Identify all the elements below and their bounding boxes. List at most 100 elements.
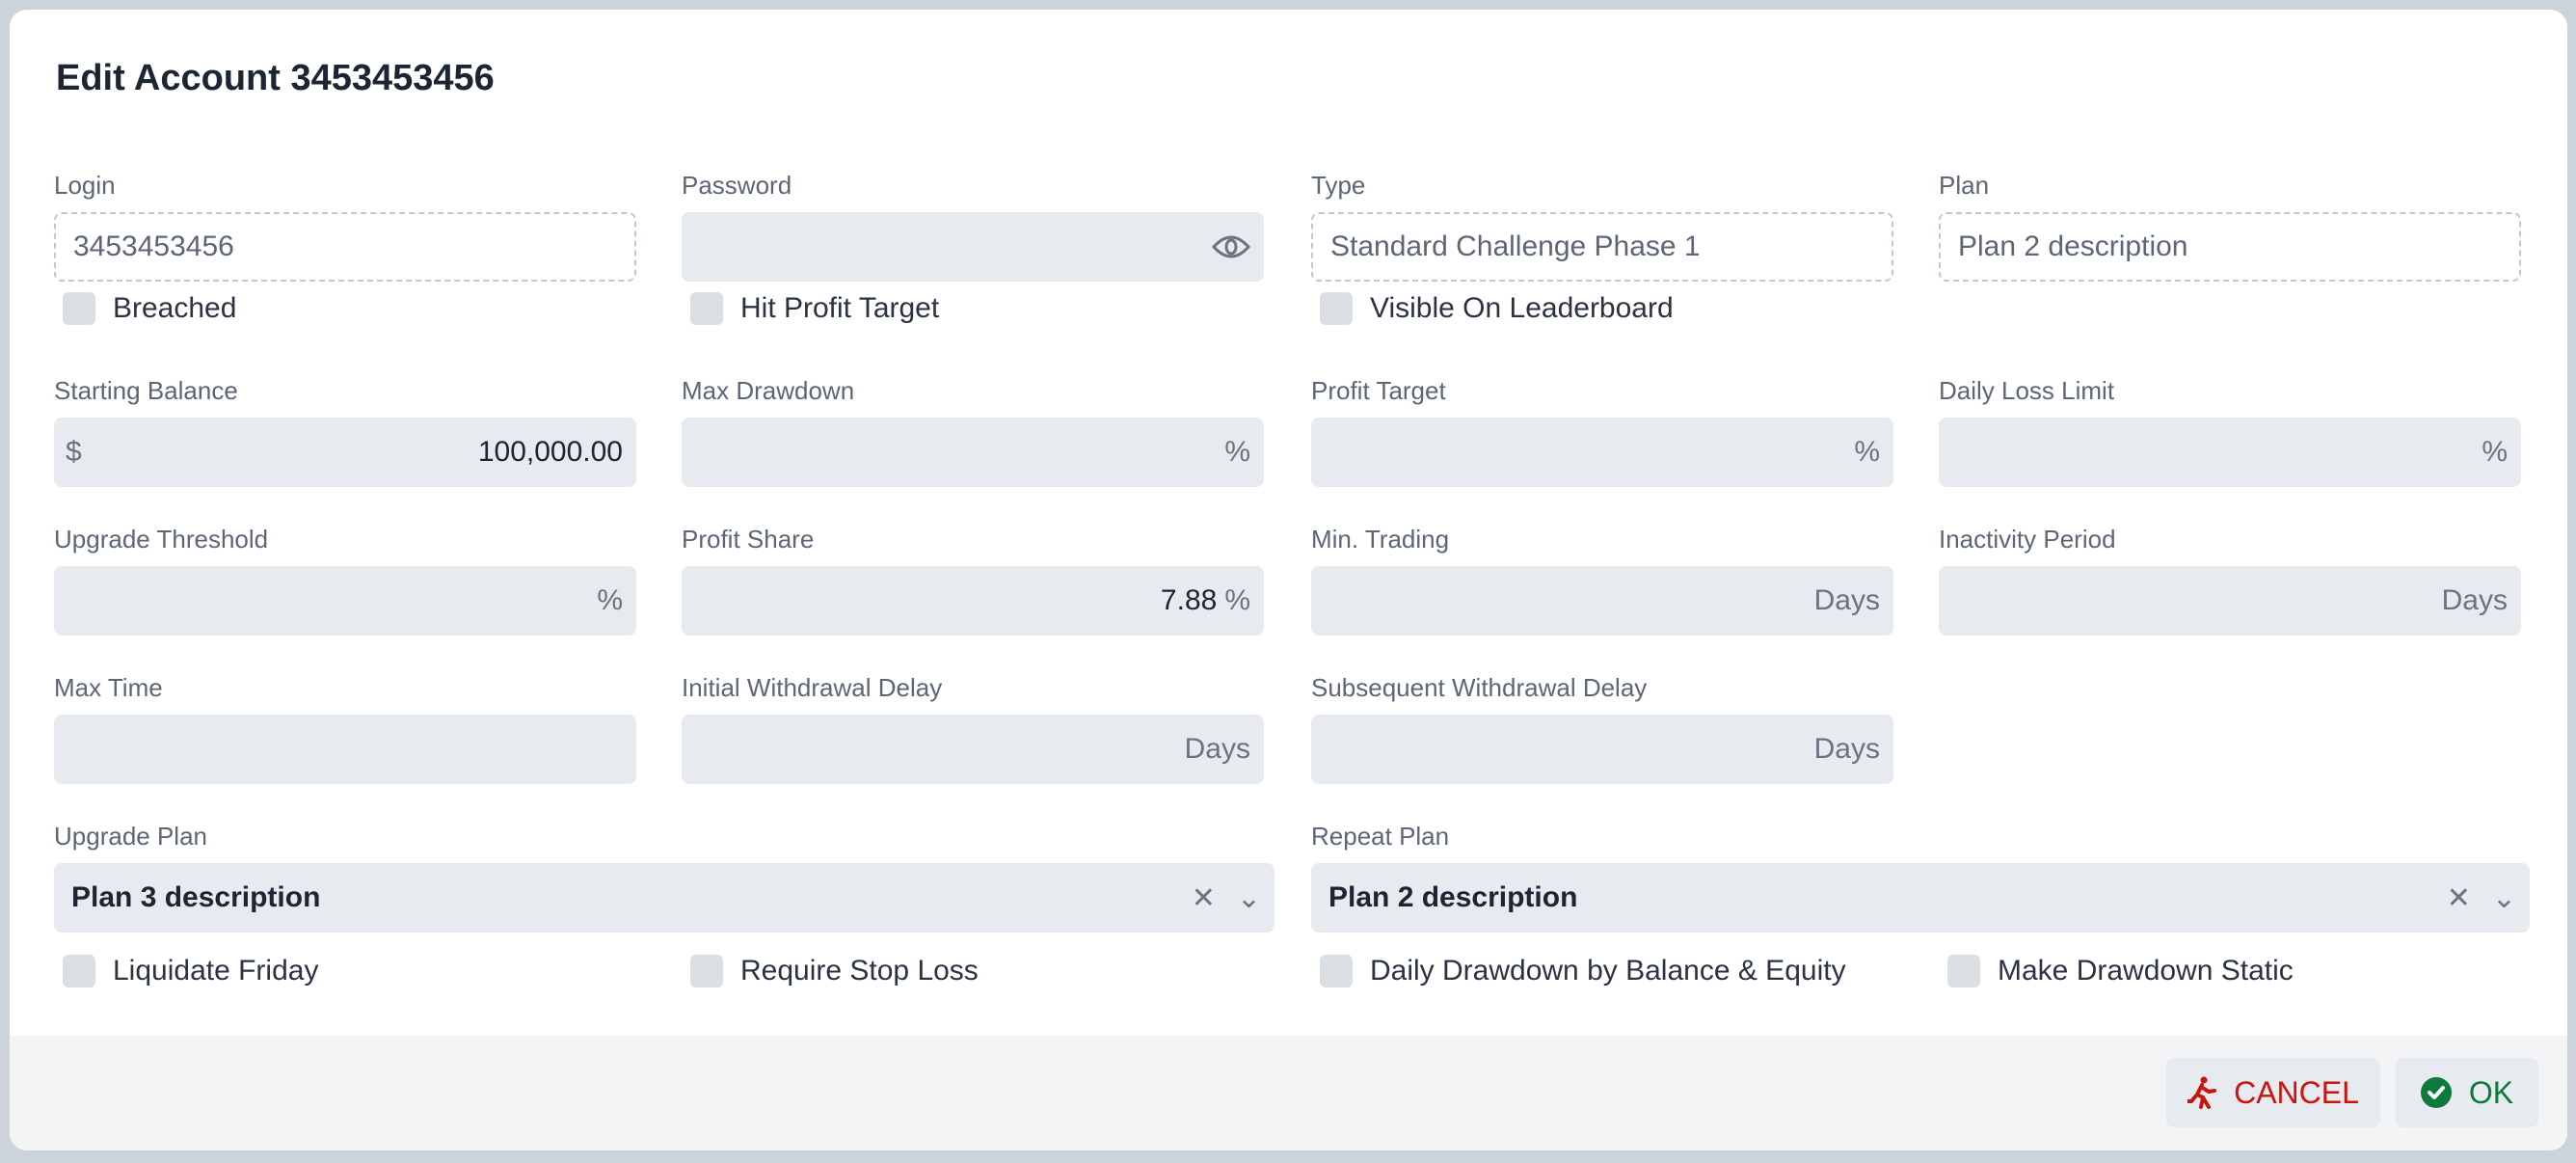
checkbox-label: Liquidate Friday	[113, 955, 319, 987]
login-value: 3453453456	[73, 230, 234, 262]
checkbox-label: Visible On Leaderboard	[1370, 292, 1674, 324]
checkbox-box[interactable]	[690, 292, 723, 325]
checkbox-label: Hit Profit Target	[740, 292, 940, 324]
checkbox-label: Require Stop Loss	[740, 955, 979, 987]
clear-icon[interactable]: ✕	[2446, 881, 2471, 914]
subsequent-withdrawal-delay-input[interactable]: Days	[1311, 715, 1893, 784]
plan-label: Plan	[1939, 171, 1990, 200]
daily-loss-limit-label: Daily Loss Limit	[1939, 376, 2115, 405]
checkbox-label: Breached	[113, 292, 237, 324]
max-time-input[interactable]	[54, 715, 636, 784]
unit-label: %	[1224, 584, 1250, 616]
chevron-down-icon[interactable]: ⌄	[1236, 881, 1261, 914]
password-input[interactable]	[682, 212, 1264, 282]
running-person-icon	[2187, 1076, 2217, 1109]
breached-checkbox[interactable]: Breached	[63, 292, 236, 325]
unit-label: %	[1224, 436, 1250, 468]
upgrade-threshold-input[interactable]: %	[54, 566, 636, 636]
upgrade-threshold-field: Upgrade Threshold %	[54, 520, 636, 636]
unit-label: %	[2482, 436, 2508, 468]
profit-share-input[interactable]: 7.88%	[682, 566, 1264, 636]
repeat-plan-value: Plan 2 description	[1328, 881, 1578, 913]
profit-share-value: 7.88	[1160, 584, 1218, 616]
upgrade-threshold-label: Upgrade Threshold	[54, 525, 269, 554]
plan-value: Plan 2 description	[1958, 230, 2188, 262]
unit-label: Days	[2441, 584, 2508, 616]
cancel-label: CANCEL	[2234, 1074, 2359, 1110]
profit-target-field: Profit Target %	[1311, 371, 1893, 487]
profit-target-input[interactable]: %	[1311, 418, 1893, 487]
min-trading-field: Min. Trading Days	[1311, 520, 1893, 636]
password-field: Password	[682, 166, 1264, 282]
upgrade-plan-value: Plan 3 description	[71, 881, 321, 913]
unit-label: Days	[1813, 584, 1880, 616]
starting-balance-value: 100,000.00	[477, 436, 623, 468]
repeat-plan-select[interactable]: Plan 2 description ✕ ⌄	[1311, 863, 2530, 933]
dialog-title: Edit Account 3453453456	[56, 58, 495, 98]
type-value: Standard Challenge Phase 1	[1330, 230, 1701, 262]
checkbox-label: Daily Drawdown by Balance & Equity	[1370, 955, 1846, 987]
login-label: Login	[54, 171, 116, 200]
initial-withdrawal-delay-input[interactable]: Days	[682, 715, 1264, 784]
require-stop-loss-checkbox[interactable]: Require Stop Loss	[690, 955, 979, 987]
subsequent-withdrawal-delay-label: Subsequent Withdrawal Delay	[1311, 673, 1648, 702]
min-trading-label: Min. Trading	[1311, 525, 1450, 554]
initial-withdrawal-delay-label: Initial Withdrawal Delay	[682, 673, 943, 702]
inactivity-period-field: Inactivity Period Days	[1939, 520, 2521, 636]
profit-target-label: Profit Target	[1311, 376, 1446, 405]
daily-drawdown-checkbox[interactable]: Daily Drawdown by Balance & Equity	[1320, 955, 1846, 987]
check-circle-icon	[2420, 1077, 2452, 1108]
type-label: Type	[1311, 171, 1366, 200]
dialog-footer: CANCEL OK	[10, 1036, 2567, 1150]
starting-balance-label: Starting Balance	[54, 376, 238, 405]
type-field: Type Standard Challenge Phase 1	[1311, 166, 1893, 282]
clear-icon[interactable]: ✕	[1191, 881, 1216, 914]
profit-share-label: Profit Share	[682, 525, 815, 554]
repeat-plan-field: Repeat Plan Plan 2 description ✕ ⌄	[1311, 817, 2530, 933]
max-drawdown-input[interactable]: %	[682, 418, 1264, 487]
liquidate-friday-checkbox[interactable]: Liquidate Friday	[63, 955, 318, 987]
max-drawdown-label: Max Drawdown	[682, 376, 855, 405]
min-trading-input[interactable]: Days	[1311, 566, 1893, 636]
chevron-down-icon[interactable]: ⌄	[2491, 881, 2516, 914]
max-drawdown-field: Max Drawdown %	[682, 371, 1264, 487]
checkbox-label: Make Drawdown Static	[1998, 955, 2294, 987]
checkbox-box[interactable]	[1947, 955, 1980, 987]
profit-share-field: Profit Share 7.88%	[682, 520, 1264, 636]
type-input[interactable]: Standard Challenge Phase 1	[1311, 212, 1893, 282]
unit-label: Days	[1813, 733, 1880, 765]
max-time-field: Max Time	[54, 668, 636, 784]
login-input[interactable]: 3453453456	[54, 212, 636, 282]
upgrade-plan-field: Upgrade Plan Plan 3 description ✕ ⌄	[54, 817, 1275, 933]
unit-label: %	[597, 584, 623, 616]
edit-account-dialog: Edit Account 3453453456 Login 3453453456…	[10, 10, 2567, 1150]
hit-profit-target-checkbox[interactable]: Hit Profit Target	[690, 292, 939, 325]
ok-button[interactable]: OK	[2396, 1058, 2538, 1127]
daily-loss-limit-field: Daily Loss Limit %	[1939, 371, 2521, 487]
subsequent-withdrawal-delay-field: Subsequent Withdrawal Delay Days	[1311, 668, 1893, 784]
unit-label: Days	[1184, 733, 1250, 765]
make-drawdown-static-checkbox[interactable]: Make Drawdown Static	[1947, 955, 2294, 987]
daily-loss-limit-input[interactable]: %	[1939, 418, 2521, 487]
starting-balance-input[interactable]: $100,000.00	[54, 418, 636, 487]
plan-field: Plan Plan 2 description	[1939, 166, 2521, 282]
checkbox-box[interactable]	[690, 955, 723, 987]
repeat-plan-label: Repeat Plan	[1311, 822, 1450, 851]
inactivity-period-label: Inactivity Period	[1939, 525, 2116, 554]
checkbox-box[interactable]	[1320, 955, 1353, 987]
upgrade-plan-label: Upgrade Plan	[54, 822, 207, 851]
inactivity-period-input[interactable]: Days	[1939, 566, 2521, 636]
unit-label: %	[1854, 436, 1880, 468]
visible-on-leaderboard-checkbox[interactable]: Visible On Leaderboard	[1320, 292, 1674, 325]
checkbox-box[interactable]	[63, 292, 95, 325]
password-label: Password	[682, 171, 792, 200]
plan-input[interactable]: Plan 2 description	[1939, 212, 2521, 282]
login-field: Login 3453453456	[54, 166, 636, 282]
cancel-button[interactable]: CANCEL	[2166, 1058, 2380, 1127]
initial-withdrawal-delay-field: Initial Withdrawal Delay Days	[682, 668, 1264, 784]
upgrade-plan-select[interactable]: Plan 3 description ✕ ⌄	[54, 863, 1275, 933]
currency-prefix: $	[66, 436, 82, 468]
checkbox-box[interactable]	[63, 955, 95, 987]
eye-icon[interactable]	[1212, 233, 1250, 260]
checkbox-box[interactable]	[1320, 292, 1353, 325]
